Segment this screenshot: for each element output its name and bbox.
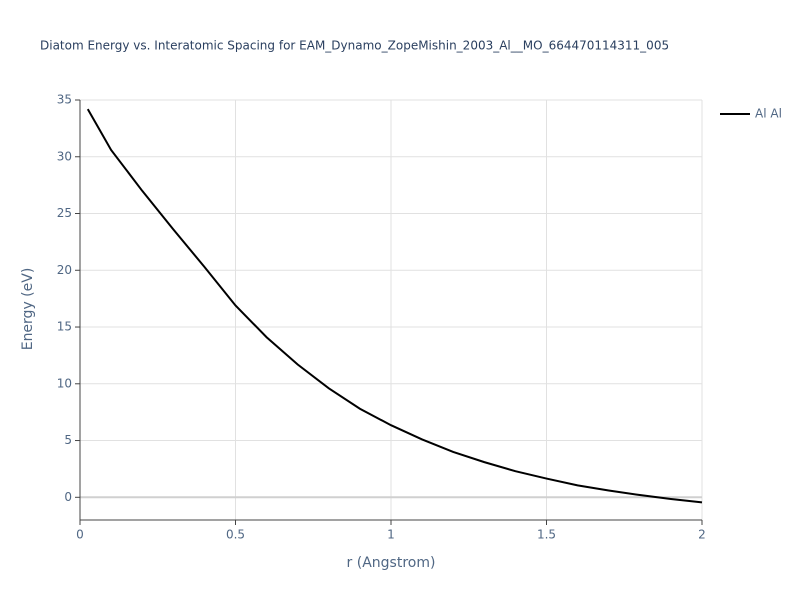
x-tick-label: 1.5 (537, 528, 556, 542)
x-tick-label: 1 (387, 528, 395, 542)
legend-label: Al Al (755, 107, 782, 121)
x-tick-label: 2 (698, 528, 706, 542)
y-axis-title: Energy (eV) (20, 268, 36, 351)
y-tick-label: 25 (57, 206, 72, 220)
x-tick-label: 0 (76, 528, 84, 542)
y-tick-label: 15 (57, 320, 72, 334)
y-tick-label: 10 (57, 376, 72, 390)
y-tick-label: 0 (64, 490, 72, 504)
x-axis-title: r (Angstrom) (347, 555, 436, 571)
y-tick-label: 35 (57, 93, 72, 107)
data-line (86, 108, 703, 504)
y-tick-label: 30 (57, 149, 72, 163)
chart-title: Diatom Energy vs. Interatomic Spacing fo… (40, 39, 669, 53)
x-tick-label: 0.5 (226, 528, 245, 542)
y-tick-label: 20 (57, 263, 72, 277)
y-tick-label: 5 (64, 433, 72, 447)
